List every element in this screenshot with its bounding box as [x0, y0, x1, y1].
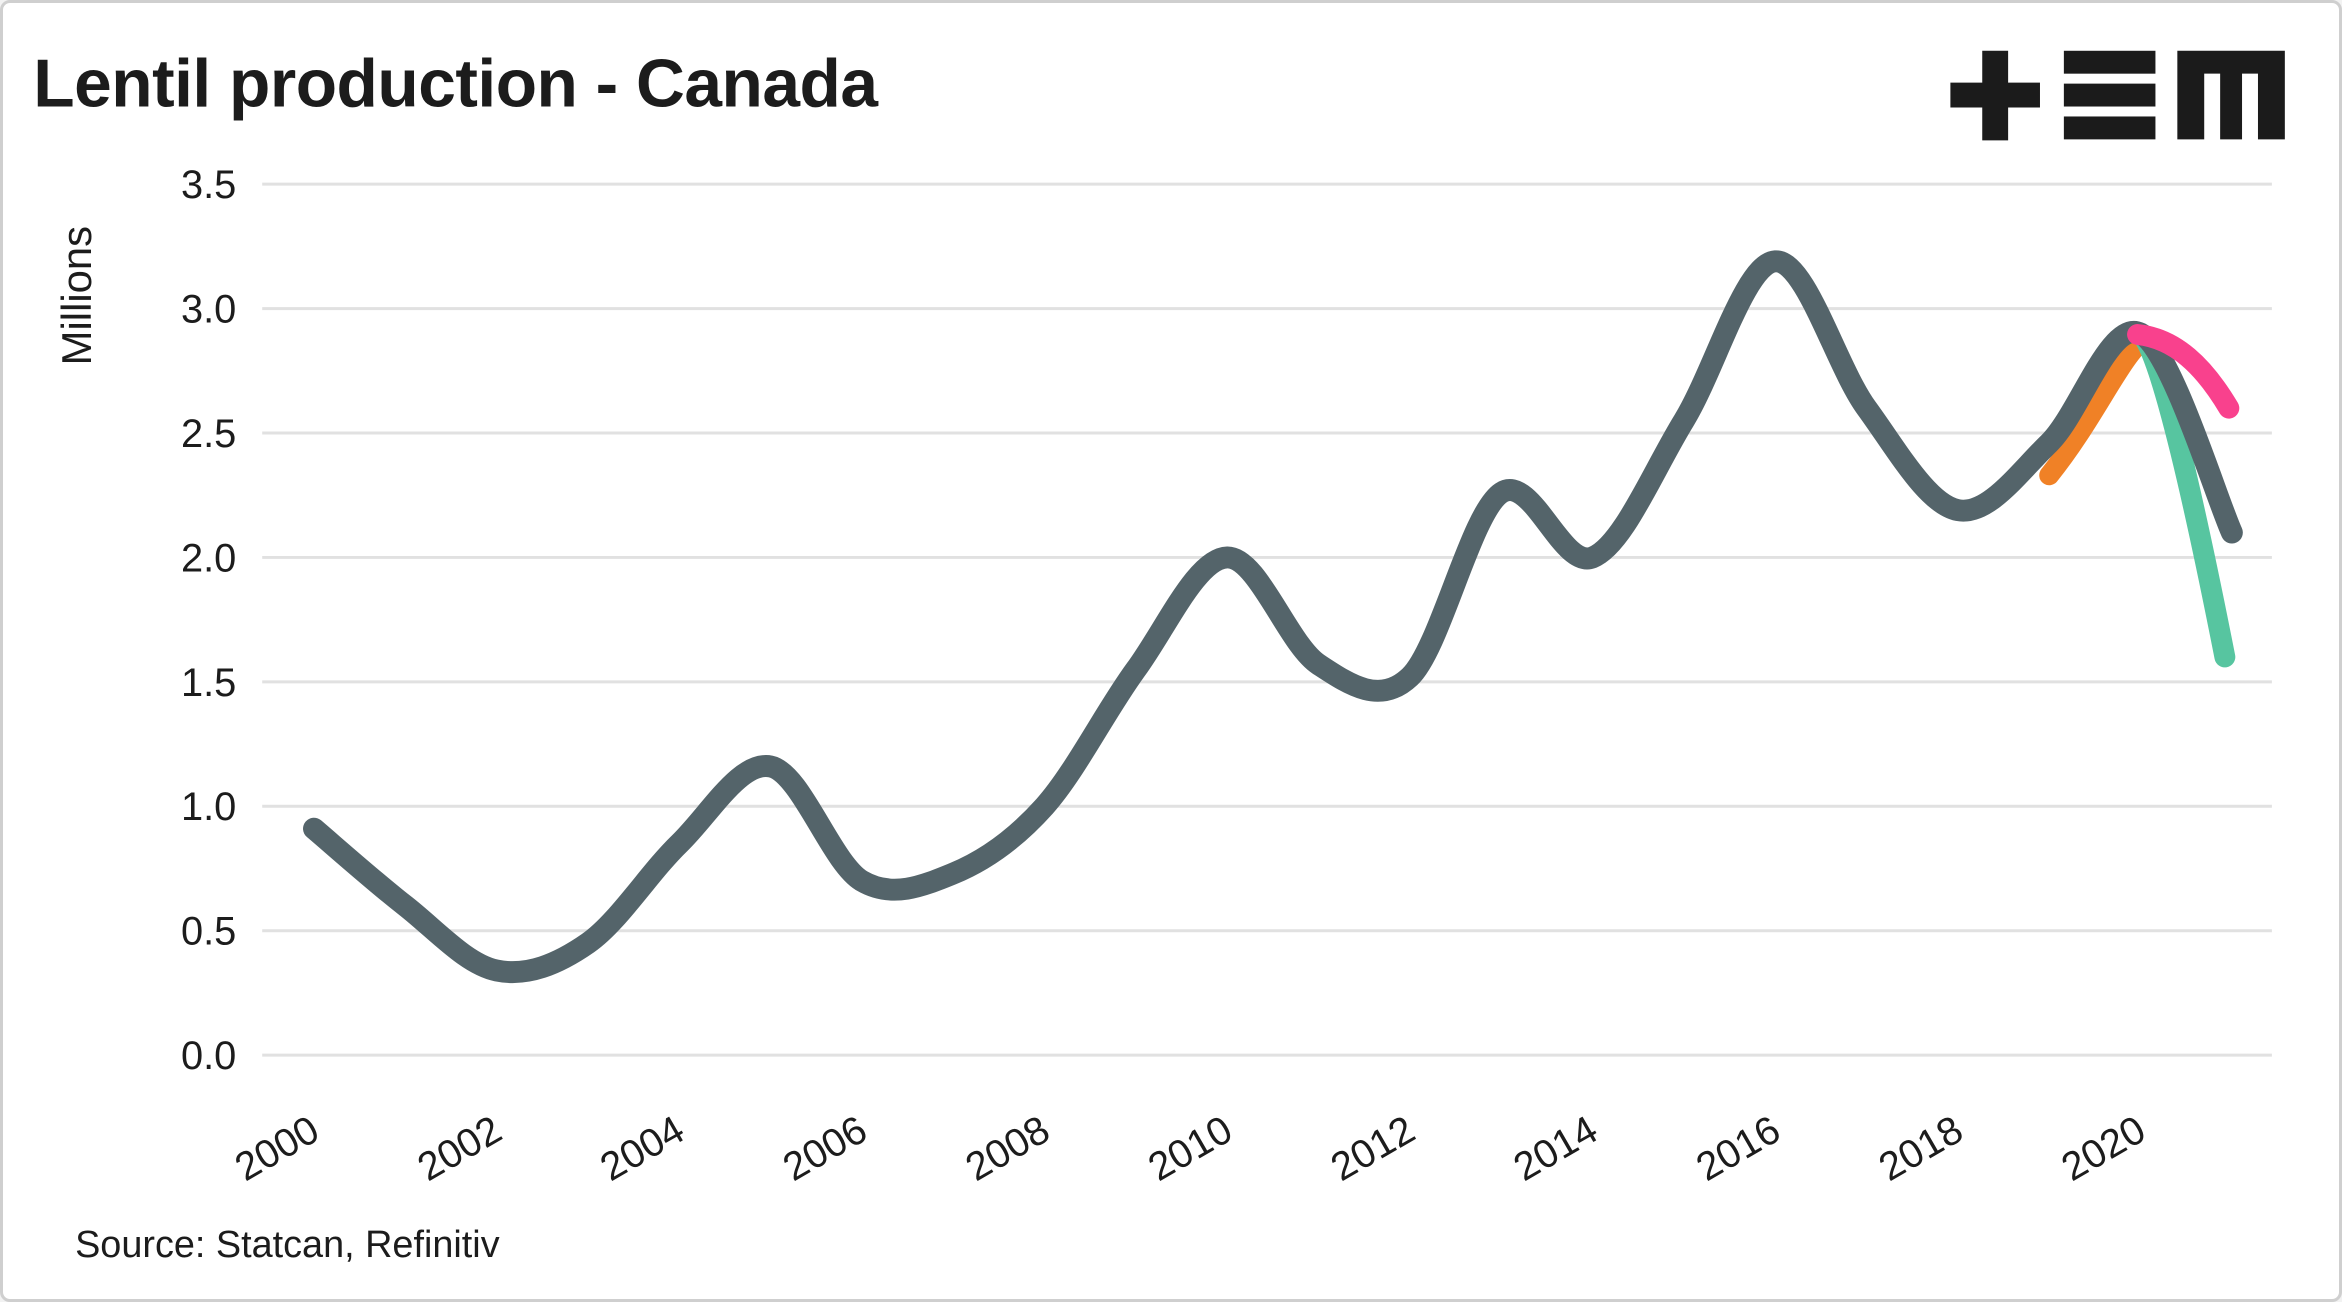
y-tick-label: 2.5	[181, 412, 236, 456]
logo-plus-icon	[1950, 50, 2040, 141]
x-tick-label: 2014	[1506, 1107, 1605, 1189]
x-tick-label: 2016	[1689, 1107, 1788, 1189]
gridlines	[262, 182, 2272, 1057]
y-tick-label: 0.0	[181, 1034, 236, 1078]
x-axis-tick-labels: 2000 2002 2004 2006 2008 2010 2012 2014 2016 2018…	[228, 1107, 2153, 1189]
logo-bars-icon	[2063, 50, 2156, 140]
logo-m-icon	[2177, 50, 2285, 140]
series-forecast-pink	[2127, 324, 2240, 419]
x-tick-label: 2020	[2054, 1107, 2153, 1189]
y-tick-label: 1.5	[181, 661, 236, 705]
y-tick-label: 1.0	[181, 785, 236, 829]
y-axis-tick-labels: 3.5 3.0 2.5 2.0 1.5 1.0 0.5 0.0	[181, 163, 236, 1078]
x-tick-label: 2000	[228, 1107, 327, 1189]
chart-title: Lentil production - Canada	[33, 47, 879, 122]
source-text: Source: Statcan, Refinitiv	[75, 1224, 500, 1266]
x-tick-label: 2002	[410, 1107, 509, 1189]
y-tick-label: 3.0	[181, 288, 236, 332]
y-tick-label: 0.5	[181, 910, 236, 954]
x-tick-label: 2008	[958, 1107, 1057, 1189]
y-tick-label: 3.5	[181, 163, 236, 207]
y-tick-label: 2.0	[181, 536, 236, 580]
brand-logo	[1950, 50, 2285, 141]
x-tick-label: 2012	[1324, 1107, 1423, 1189]
x-tick-label: 2010	[1141, 1107, 1240, 1189]
chart-canvas: Lentil production - Canada Millions 3.53…	[33, 47, 2285, 1266]
line-series	[303, 250, 2243, 984]
x-tick-label: 2004	[593, 1107, 692, 1189]
series-forecast-orange	[2039, 328, 2156, 486]
y-axis-label: Millions	[53, 226, 100, 365]
x-tick-label: 2006	[776, 1107, 875, 1189]
x-tick-label: 2018	[1872, 1107, 1971, 1189]
series-history-gray	[303, 250, 2243, 984]
